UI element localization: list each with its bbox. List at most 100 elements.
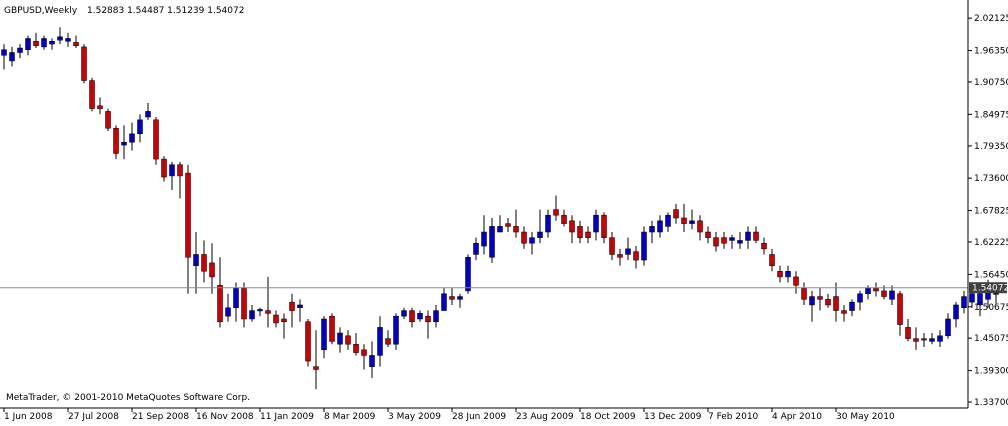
candle xyxy=(161,156,167,182)
bear-candle-body xyxy=(217,285,223,323)
candle xyxy=(529,232,535,255)
bear-candle-body xyxy=(305,321,311,362)
candle xyxy=(225,293,231,322)
y-tick-label: 1.73600 xyxy=(974,174,1008,184)
candle xyxy=(457,293,463,308)
bear-candle-body xyxy=(881,290,887,297)
bear-candle-body xyxy=(385,338,391,345)
candle xyxy=(41,35,47,50)
time-axis: 1 Jun 2008 27 Jul 2008 21 Sep 2008 16 Nov 2… xyxy=(3,408,895,422)
bull-candle-body xyxy=(977,293,983,306)
bull-candle-body xyxy=(249,310,255,320)
bull-candle-body xyxy=(369,355,375,367)
bull-candle-body xyxy=(497,226,503,233)
candle xyxy=(481,215,487,255)
candle xyxy=(833,282,839,322)
bull-candle-body xyxy=(545,214,551,233)
candle xyxy=(753,226,759,244)
bull-candle-body xyxy=(169,164,175,177)
copyright-text: MetaTrader, © 2001-2010 MetaQuotes Softw… xyxy=(6,393,250,403)
bull-candle-body xyxy=(929,338,935,342)
bear-candle-body xyxy=(897,293,903,325)
candle xyxy=(897,290,903,336)
bear-candle-body xyxy=(873,287,879,292)
candle xyxy=(633,246,639,269)
x-tick-label: 3 May 2009 xyxy=(388,412,441,422)
candle xyxy=(249,304,255,322)
y-tick-label: 1.62225 xyxy=(974,238,1008,248)
candle xyxy=(337,327,343,353)
bear-candle-body xyxy=(33,41,39,47)
bear-candle-body xyxy=(825,299,831,306)
candle xyxy=(705,226,711,244)
candle xyxy=(201,240,207,283)
bear-candle-body xyxy=(73,42,79,47)
bear-candle-body xyxy=(289,301,295,311)
bull-candle-body xyxy=(689,220,695,224)
candle xyxy=(697,215,703,241)
bear-candle-body xyxy=(505,223,511,227)
bull-candle-body xyxy=(257,309,263,312)
bull-candle-body xyxy=(441,293,447,311)
bull-candle-body xyxy=(529,237,535,244)
bear-candle-body xyxy=(513,226,519,233)
bear-candle-body xyxy=(833,296,839,311)
candle xyxy=(617,248,623,266)
candle xyxy=(105,108,111,132)
bull-candle-body xyxy=(969,293,975,303)
bear-candle-body xyxy=(601,214,607,238)
y-tick-label: 1.90750 xyxy=(974,78,1008,88)
candle xyxy=(553,195,559,221)
x-tick-label: 7 Feb 2010 xyxy=(708,412,759,422)
bear-candle-body xyxy=(721,237,727,244)
bull-candle-body xyxy=(465,257,471,292)
bull-candle-body xyxy=(145,111,151,118)
price-label-box xyxy=(969,282,1007,294)
candle xyxy=(441,288,447,311)
candle xyxy=(281,313,287,339)
candles-layer xyxy=(1,27,999,390)
bear-candle-body xyxy=(753,231,759,241)
x-tick-label: 28 Jun 2009 xyxy=(452,412,506,422)
candle xyxy=(145,102,151,120)
bear-candle-body xyxy=(97,105,103,109)
candle xyxy=(777,265,783,283)
candle xyxy=(841,304,847,322)
bull-candle-body xyxy=(729,237,735,241)
candle xyxy=(545,209,551,238)
candle xyxy=(713,232,719,252)
candle xyxy=(449,288,455,305)
y-tick-label: 1.39300 xyxy=(974,367,1008,377)
candle xyxy=(297,299,303,322)
bull-candle-body xyxy=(473,242,479,255)
y-tick-label: 1.84975 xyxy=(974,110,1008,120)
candle xyxy=(929,332,935,345)
candle xyxy=(609,232,615,261)
candle xyxy=(641,226,647,266)
bear-candle-body xyxy=(705,231,711,238)
candle xyxy=(905,318,911,342)
candle xyxy=(257,307,263,317)
candle xyxy=(537,209,543,244)
bear-candle-body xyxy=(201,254,207,272)
candle xyxy=(921,332,927,348)
bull-candle-body xyxy=(401,310,407,317)
candle xyxy=(505,217,511,233)
bull-candle-body xyxy=(737,240,743,244)
candle xyxy=(857,290,863,311)
price-axis: 2.02125 1.96350 1.90750 1.84975 1.79350 1.736… xyxy=(968,14,1008,408)
bull-candle-body xyxy=(785,271,791,278)
candle xyxy=(569,215,575,244)
bear-candle-body xyxy=(113,127,119,154)
candle xyxy=(681,203,687,233)
bull-candle-body xyxy=(1,49,7,56)
candle xyxy=(121,125,127,160)
x-tick-label: 1 Jun 2008 xyxy=(4,412,53,422)
candle xyxy=(73,35,79,49)
y-tick-label: 1.50675 xyxy=(974,303,1008,313)
candle xyxy=(57,27,63,45)
bull-candle-body xyxy=(665,214,671,227)
candle xyxy=(561,209,567,227)
y-tick-label: 1.56450 xyxy=(974,270,1008,280)
